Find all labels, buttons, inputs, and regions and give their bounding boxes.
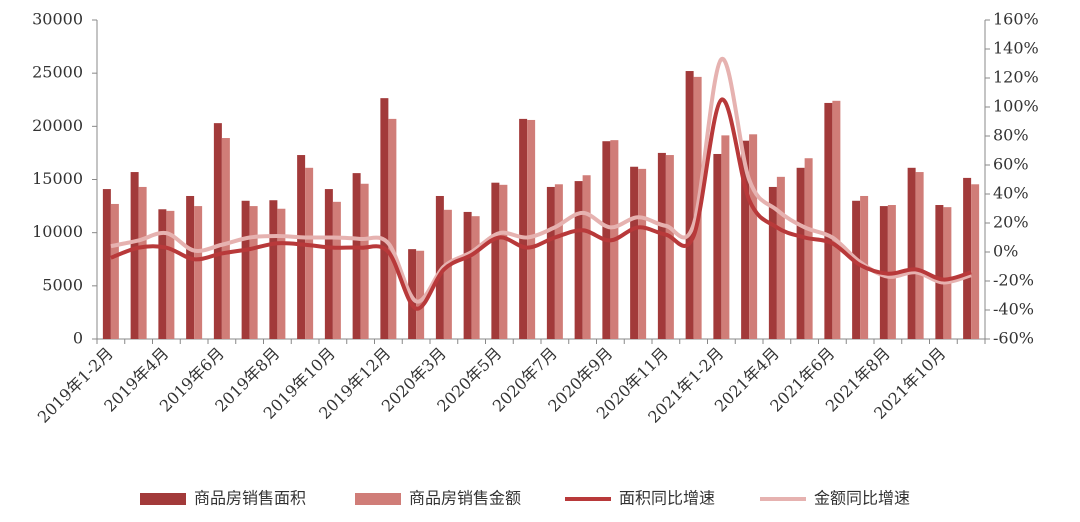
bar xyxy=(130,172,139,339)
bar xyxy=(582,175,591,339)
bar xyxy=(963,177,972,339)
bar xyxy=(443,209,452,339)
bar xyxy=(768,186,777,339)
bar xyxy=(352,173,361,339)
bar xyxy=(665,155,674,339)
y2-tick-label: 20% xyxy=(993,213,1029,232)
bar xyxy=(166,210,175,339)
bar xyxy=(776,176,785,339)
y2-tick-label: 120% xyxy=(993,68,1039,87)
legend-label: 商品房销售金额 xyxy=(409,489,521,508)
y2-tick-label: -20% xyxy=(993,271,1034,290)
y2-tick-label: -40% xyxy=(993,300,1034,319)
line xyxy=(110,97,972,311)
y2-tick-label: 140% xyxy=(993,39,1039,58)
bar xyxy=(499,184,508,339)
bar xyxy=(416,250,425,339)
bar xyxy=(138,186,147,339)
y2-tick-label: 0% xyxy=(993,242,1018,261)
bar xyxy=(749,134,758,339)
bar xyxy=(102,189,111,339)
bar xyxy=(630,166,639,339)
bar xyxy=(713,153,722,339)
y-tick-label: 5000 xyxy=(42,275,83,294)
bar xyxy=(241,200,250,339)
legend-label: 金额同比增速 xyxy=(814,489,910,508)
y2-tick-label: 100% xyxy=(993,97,1039,116)
bar xyxy=(657,152,666,339)
legend-label: 面积同比增速 xyxy=(619,489,715,508)
bar xyxy=(388,118,397,339)
bar xyxy=(249,206,258,339)
bar xyxy=(907,167,916,339)
bar xyxy=(546,186,555,339)
bar xyxy=(804,158,813,339)
y-tick-label: 10000 xyxy=(32,222,83,241)
bar xyxy=(685,71,694,339)
legend-swatch xyxy=(140,493,186,505)
bar xyxy=(471,216,480,339)
bar xyxy=(297,155,306,339)
y-tick-label: 30000 xyxy=(32,10,83,29)
y2-tick-label: 160% xyxy=(993,10,1039,29)
bar xyxy=(527,119,536,339)
y-tick-label: 15000 xyxy=(32,169,83,188)
y2-tick-label: -60% xyxy=(993,329,1034,348)
bar xyxy=(194,206,203,339)
bar xyxy=(852,200,861,339)
line xyxy=(110,57,972,304)
bar xyxy=(186,195,195,339)
bar xyxy=(721,135,730,339)
bar xyxy=(463,211,472,339)
y2-tick-label: 40% xyxy=(993,184,1029,203)
bar xyxy=(519,118,528,339)
legend-swatch xyxy=(355,493,401,505)
bar xyxy=(305,167,314,339)
bar xyxy=(221,138,230,339)
bar xyxy=(832,100,841,340)
y-tick-label: 20000 xyxy=(32,116,83,135)
bar xyxy=(915,172,924,339)
bar xyxy=(324,189,333,339)
y2-tick-label: 80% xyxy=(993,126,1029,145)
y2-tick-label: 60% xyxy=(993,155,1029,174)
bar xyxy=(554,184,563,339)
bar xyxy=(574,181,583,339)
bar xyxy=(491,182,500,339)
bar xyxy=(824,102,833,339)
bar xyxy=(971,184,980,339)
bar xyxy=(935,205,944,339)
bar xyxy=(110,203,119,339)
bar xyxy=(213,123,222,339)
bar xyxy=(158,209,167,339)
bar xyxy=(796,167,805,339)
bar xyxy=(741,140,750,339)
bar xyxy=(360,183,369,339)
bar xyxy=(269,200,278,339)
bar xyxy=(435,195,444,339)
bar xyxy=(277,208,286,339)
y-tick-label: 0 xyxy=(73,329,83,348)
bar xyxy=(332,201,341,339)
y-tick-label: 25000 xyxy=(32,63,83,82)
bar xyxy=(380,98,389,339)
x-tick-label: 2019年1-2月 xyxy=(34,344,117,427)
bar xyxy=(638,168,647,339)
bar xyxy=(943,207,952,339)
legend-label: 商品房销售面积 xyxy=(194,489,306,508)
